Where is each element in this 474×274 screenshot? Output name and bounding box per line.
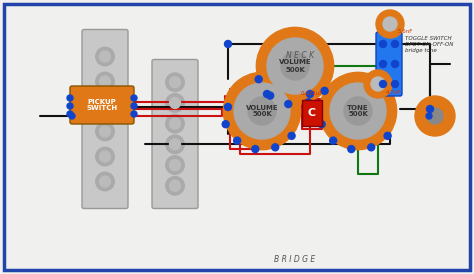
Circle shape [267, 38, 323, 94]
Circle shape [392, 41, 399, 47]
Circle shape [170, 98, 181, 109]
Circle shape [288, 132, 295, 139]
Text: 4,7nF: 4,7nF [386, 90, 401, 95]
Circle shape [330, 83, 386, 139]
Circle shape [392, 81, 399, 87]
Text: N E C K: N E C K [286, 52, 314, 61]
Circle shape [166, 156, 184, 174]
Circle shape [415, 96, 455, 136]
Circle shape [234, 137, 241, 144]
Circle shape [285, 101, 292, 108]
Circle shape [222, 121, 229, 128]
Circle shape [96, 97, 114, 116]
Circle shape [170, 77, 181, 88]
Text: VOLUME
500K: VOLUME 500K [279, 59, 311, 73]
Text: 5,6nF: 5,6nF [398, 28, 413, 33]
Circle shape [319, 72, 397, 150]
Circle shape [348, 145, 355, 153]
Circle shape [166, 115, 184, 133]
Circle shape [427, 105, 434, 113]
Circle shape [67, 103, 73, 109]
FancyBboxPatch shape [302, 100, 322, 126]
Circle shape [67, 95, 73, 101]
Circle shape [426, 113, 432, 119]
FancyBboxPatch shape [152, 59, 198, 209]
Circle shape [307, 90, 313, 98]
Circle shape [264, 90, 271, 98]
Circle shape [392, 61, 399, 67]
Circle shape [100, 51, 110, 62]
Text: B R I D G E: B R I D G E [274, 255, 316, 264]
Circle shape [100, 76, 110, 87]
Circle shape [383, 17, 397, 31]
Circle shape [96, 172, 114, 191]
Circle shape [305, 99, 312, 106]
Circle shape [166, 94, 184, 112]
Circle shape [225, 104, 231, 110]
Text: TOGGLE SWITCH
DPDT ON-OFF-ON
bridge tone: TOGGLE SWITCH DPDT ON-OFF-ON bridge tone [405, 36, 453, 53]
Circle shape [368, 144, 375, 151]
Circle shape [255, 76, 262, 83]
Circle shape [170, 160, 181, 170]
Circle shape [166, 135, 184, 154]
Circle shape [96, 122, 114, 141]
Circle shape [100, 176, 110, 187]
Circle shape [256, 27, 334, 105]
Circle shape [380, 81, 386, 87]
Circle shape [223, 72, 301, 150]
Text: C: C [308, 108, 316, 118]
Circle shape [380, 61, 386, 67]
Text: PICKUP
SWITCH: PICKUP SWITCH [86, 98, 118, 112]
Circle shape [248, 97, 276, 125]
Circle shape [321, 87, 328, 94]
Circle shape [329, 137, 337, 144]
Circle shape [281, 52, 309, 80]
Circle shape [100, 126, 110, 137]
Circle shape [69, 113, 75, 119]
Circle shape [131, 95, 137, 101]
Circle shape [380, 41, 386, 47]
Circle shape [100, 151, 110, 162]
Circle shape [96, 47, 114, 66]
Circle shape [170, 118, 181, 129]
Circle shape [170, 139, 181, 150]
Circle shape [170, 180, 181, 191]
Circle shape [267, 92, 273, 99]
Circle shape [131, 111, 137, 117]
Circle shape [234, 83, 290, 139]
Circle shape [272, 144, 279, 151]
Text: VOLUME
500K: VOLUME 500K [246, 104, 278, 118]
Circle shape [100, 101, 110, 112]
Circle shape [344, 97, 372, 125]
Text: 0,022uF: 0,022uF [301, 91, 323, 96]
Circle shape [427, 108, 443, 124]
Circle shape [166, 73, 184, 92]
Circle shape [166, 176, 184, 195]
FancyBboxPatch shape [70, 86, 134, 124]
Text: TONE
500K: TONE 500K [347, 104, 369, 118]
Circle shape [364, 70, 392, 98]
Circle shape [376, 10, 404, 38]
Circle shape [96, 72, 114, 91]
FancyBboxPatch shape [82, 30, 128, 209]
FancyBboxPatch shape [376, 32, 402, 96]
Circle shape [371, 77, 385, 91]
Circle shape [252, 145, 259, 153]
Circle shape [318, 121, 325, 128]
Circle shape [225, 41, 231, 47]
Circle shape [96, 147, 114, 166]
Circle shape [384, 132, 391, 139]
Circle shape [131, 103, 137, 109]
Circle shape [67, 111, 73, 117]
